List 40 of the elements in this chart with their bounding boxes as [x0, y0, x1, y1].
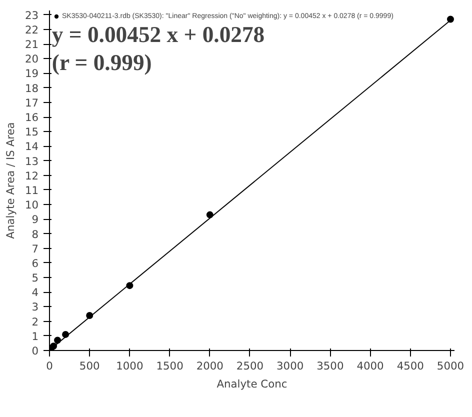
y-tick-label: 18 [24, 82, 39, 95]
x-tick-label: 0 [46, 360, 54, 372]
y-tick-label: 10 [24, 198, 39, 212]
y-tick-label: 6 [32, 256, 39, 270]
point [446, 16, 454, 23]
y-tick-label: 8 [32, 228, 39, 241]
x-axis-title: Analyte Conc [216, 378, 288, 390]
x-tick-label: 4500 [396, 360, 424, 372]
y-tick-label: 1 [32, 330, 38, 343]
y-tick-label: 13 [24, 154, 39, 168]
y-tick-label: 7 [32, 242, 38, 256]
y-tick-label: 19 [24, 67, 39, 80]
x-tick-label: 1500 [156, 360, 184, 372]
y-tick-label: 5 [32, 272, 38, 285]
x-tick-label: 5000 [436, 360, 464, 372]
y-tick-label: 2 [32, 315, 38, 328]
y-tick-label: 12 [24, 169, 39, 182]
y-tick-label: 22 [24, 23, 39, 36]
x-tick-label: 500 [79, 360, 100, 372]
x-tick-label: 3000 [276, 360, 304, 372]
y-tick-label: 11 [24, 184, 39, 197]
y-tick-label: 17 [24, 96, 39, 110]
y-tick-label: 0 [32, 344, 39, 358]
y-axis-title: Analyte Area / IS Area [4, 122, 17, 239]
x-tick-label: 4000 [356, 360, 384, 372]
y-tick-label: 3 [32, 300, 38, 314]
y-tick-label: 15 [24, 126, 39, 139]
y-tick-label: 23 [24, 8, 39, 22]
x-tick-label: 3500 [316, 360, 344, 372]
x-tick-label: 2500 [236, 360, 264, 372]
y-tick-label: 16 [24, 111, 39, 124]
y-tick-label: 14 [24, 140, 39, 154]
y-tick-label: 4 [32, 286, 39, 300]
x-tick-label: 2000 [196, 360, 224, 372]
y-tick-label: 20 [24, 52, 39, 66]
x-tick-label: 1000 [116, 360, 144, 372]
annotation: y = 0.00452 x + 0.0278 [52, 22, 265, 48]
annotation: (r = 0.999) [52, 50, 152, 75]
y-tick-label: 21 [24, 38, 39, 52]
y-tick-label: 9 [32, 213, 39, 226]
